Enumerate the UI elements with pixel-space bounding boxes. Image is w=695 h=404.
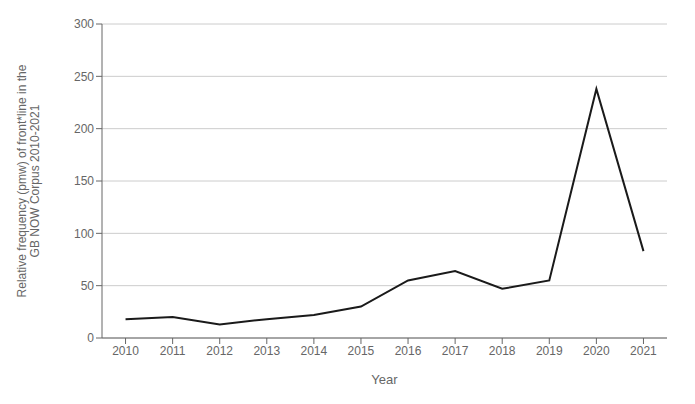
svg-text:100: 100 <box>74 227 94 241</box>
svg-text:2016: 2016 <box>395 344 422 358</box>
svg-text:2019: 2019 <box>536 344 563 358</box>
svg-text:2011: 2011 <box>160 344 186 358</box>
svg-text:2013: 2013 <box>253 344 280 358</box>
svg-text:50: 50 <box>81 279 95 293</box>
svg-text:Relative frequency (pmw) of fr: Relative frequency (pmw) of front*line i… <box>15 64 42 297</box>
svg-text:2015: 2015 <box>348 344 375 358</box>
svg-text:2012: 2012 <box>206 344 233 358</box>
svg-text:2010: 2010 <box>112 344 139 358</box>
svg-text:Year: Year <box>371 372 398 387</box>
svg-text:0: 0 <box>87 331 94 345</box>
svg-text:150: 150 <box>74 174 94 188</box>
svg-text:300: 300 <box>74 17 94 31</box>
svg-text:2017: 2017 <box>442 344 469 358</box>
svg-text:2021: 2021 <box>630 344 657 358</box>
svg-text:200: 200 <box>74 122 94 136</box>
svg-text:2020: 2020 <box>583 344 610 358</box>
svg-text:2014: 2014 <box>301 344 328 358</box>
svg-text:2018: 2018 <box>489 344 516 358</box>
svg-text:250: 250 <box>74 70 94 84</box>
